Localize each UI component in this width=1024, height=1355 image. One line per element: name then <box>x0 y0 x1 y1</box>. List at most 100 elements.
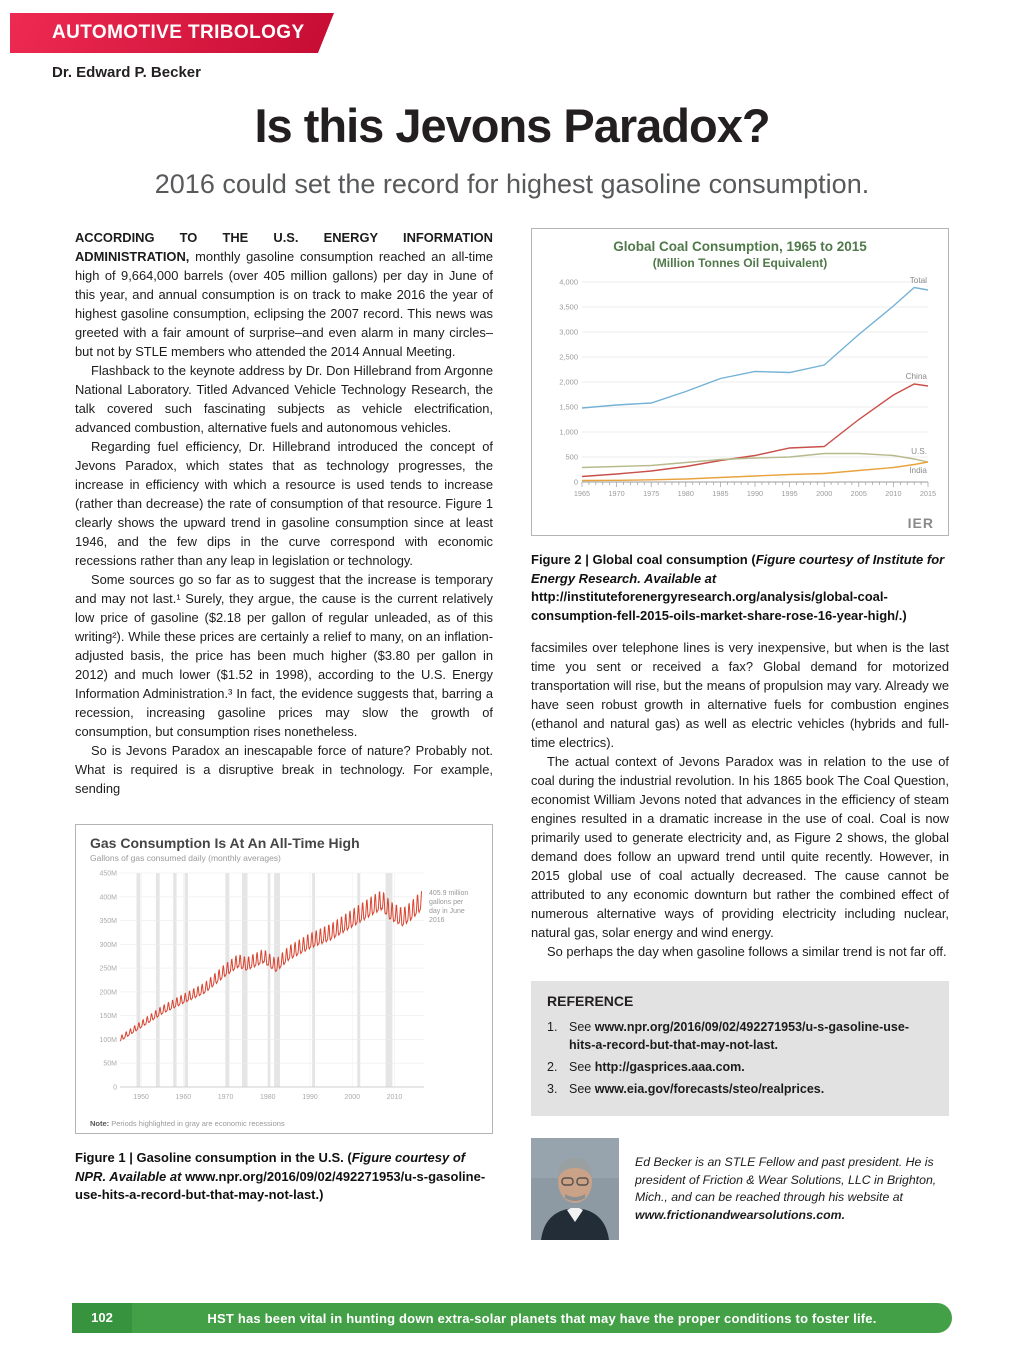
caption-segment: Figure courtesy of NPR. Available at <box>75 1150 466 1184</box>
svg-text:4,000: 4,000 <box>559 278 578 287</box>
caption-segment: http://instituteforenergyresearch.org/an… <box>531 589 899 623</box>
svg-text:1985: 1985 <box>712 489 728 498</box>
svg-text:500: 500 <box>565 453 578 462</box>
svg-text:Total: Total <box>910 276 927 285</box>
svg-text:2010: 2010 <box>885 489 901 498</box>
article-body-right: facsimiles over telephone lines is very … <box>531 638 949 961</box>
reference-item: 3. See www.eia.gov/forecasts/steo/realpri… <box>547 1080 933 1098</box>
coal-consumption-chart: 500 1,000 1,500 2,000 2,500 3,000 3,500 4,000 0 1… <box>538 270 942 515</box>
coal-chart-subtitle: (Million Tonnes Oil Equivalent) <box>652 256 828 270</box>
caption-segment: Figure 2 <box>531 552 582 567</box>
paragraph: ACCORDING TO THE U.S. ENERGY INFORMATION… <box>75 230 493 359</box>
reference-link: www.eia.gov/forecasts/steo/realprices. <box>594 1082 825 1096</box>
author-name: Dr. Edward P. Becker <box>52 64 201 81</box>
paragraph: Some sources go so far as to suggest tha… <box>75 572 493 739</box>
author-bio-text: Ed Becker is an STLE Fellow and past pre… <box>635 1138 949 1240</box>
svg-text:400M: 400M <box>99 894 117 901</box>
figure-1: Gas Consumption Is At An All-Time High G… <box>75 824 493 1134</box>
bio-body: Ed Becker is an STLE Fellow and past pre… <box>635 1155 937 1204</box>
svg-text:1980: 1980 <box>678 489 694 498</box>
svg-text:3,500: 3,500 <box>559 303 578 312</box>
reference-list: 1. See www.npr.org/2016/09/02/492271953/u… <box>547 1018 933 1098</box>
reference-box: REFERENCE 1. See www.npr.org/2016/09/02/4… <box>531 981 949 1116</box>
author-website: www.frictionandwearsolutions.com. <box>635 1207 845 1222</box>
reference-title: REFERENCE <box>547 993 634 1009</box>
reference-number: 2. <box>547 1060 558 1074</box>
caption-segment: Figure 1 <box>75 1150 126 1165</box>
svg-text:1,000: 1,000 <box>559 428 578 437</box>
caption-segment: .) <box>898 607 907 623</box>
svg-text:2005: 2005 <box>851 489 867 498</box>
author-bio: Ed Becker is an STLE Fellow and past pre… <box>531 1138 949 1240</box>
paragraph: So is Jevons Paradox an inescapable forc… <box>75 743 493 796</box>
paragraph: The actual context of Jevons Paradox was… <box>531 754 949 940</box>
caption-segment: .) <box>315 1187 324 1202</box>
svg-text:1980: 1980 <box>260 1094 276 1101</box>
svg-text:China: China <box>906 372 928 381</box>
chart-attribution: IER <box>907 515 934 531</box>
svg-text:2000: 2000 <box>344 1094 360 1101</box>
svg-text:2016: 2016 <box>429 917 445 924</box>
svg-text:3,000: 3,000 <box>559 328 578 337</box>
reference-text: See http://gasprices.aaa.com. <box>569 1060 745 1074</box>
paragraph: So perhaps the day when gasoline follows… <box>547 944 947 959</box>
svg-text:2,000: 2,000 <box>559 378 578 387</box>
svg-text:gallons per: gallons per <box>429 899 464 906</box>
svg-text:1970: 1970 <box>608 489 624 498</box>
paragraph: facsimiles over telephone lines is very … <box>531 640 949 750</box>
figure-2-caption: Figure 2 | Global coal consumption (Figu… <box>531 551 949 625</box>
reference-text: See www.npr.org/2016/09/02/492271953/u-s… <box>569 1020 909 1052</box>
svg-text:2015: 2015 <box>920 489 936 498</box>
reference-link: http://gasprices.aaa.com. <box>594 1060 745 1074</box>
article-subtitle: 2016 could set the record for highest ga… <box>154 169 870 199</box>
right-column: Global Coal Consumption, 1965 to 2015 (M… <box>531 228 949 1240</box>
gas-chart-subtitle: Gallons of gas consumed daily (monthly a… <box>90 853 281 863</box>
reference-number: 3. <box>547 1082 558 1096</box>
figure-2: Global Coal Consumption, 1965 to 2015 (M… <box>531 228 949 536</box>
svg-text:2000: 2000 <box>816 489 832 498</box>
svg-text:2,500: 2,500 <box>559 353 578 362</box>
author-photo <box>531 1138 619 1240</box>
reference-number: 1. <box>547 1020 558 1034</box>
gas-note-prefix: Note: <box>90 1119 110 1128</box>
svg-text:50M: 50M <box>103 1061 117 1068</box>
left-column: ACCORDING TO THE U.S. ENERGY INFORMATION… <box>75 228 493 1240</box>
svg-text:100M: 100M <box>99 1037 117 1044</box>
caption-segment: | <box>581 552 593 567</box>
svg-text:0: 0 <box>113 1085 117 1092</box>
reference-text: See www.eia.gov/forecasts/steo/realprice… <box>569 1082 825 1096</box>
svg-text:350M: 350M <box>99 918 117 925</box>
reference-item: 1. See www.npr.org/2016/09/02/492271953/u… <box>547 1018 933 1054</box>
reference-link: www.npr.org/2016/09/02/492271953/u-s-gas… <box>569 1020 909 1052</box>
gas-consumption-chart: 0 50M 100M 150M 200M 250M 300M 350M 400M 450M 1950… <box>84 863 484 1118</box>
svg-text:1975: 1975 <box>643 489 659 498</box>
svg-text:150M: 150M <box>99 1013 117 1020</box>
svg-text:2010: 2010 <box>387 1094 403 1101</box>
paragraph-lead: ACCORDING TO THE U.S. ENERGY INFORMATION… <box>75 230 493 264</box>
svg-text:450M: 450M <box>99 871 117 878</box>
svg-text:250M: 250M <box>99 966 117 973</box>
svg-text:1,500: 1,500 <box>559 403 578 412</box>
section-banner: AUTOMOTIVE TRIBOLOGY <box>10 13 334 53</box>
svg-text:1965: 1965 <box>574 489 590 498</box>
article-title: Is this Jevons Paradox? <box>254 99 770 152</box>
svg-text:1995: 1995 <box>781 489 797 498</box>
caption-segment: | <box>125 1150 137 1165</box>
footer-text: HST has been vital in hunting down extra… <box>207 1310 877 1326</box>
coal-chart-title: Global Coal Consumption, 1965 to 2015 <box>613 239 867 254</box>
svg-text:1960: 1960 <box>176 1094 192 1101</box>
svg-text:1970: 1970 <box>218 1094 234 1101</box>
paragraph: Flashback to the keynote address by Dr. … <box>75 363 493 435</box>
svg-text:0: 0 <box>574 478 578 487</box>
caption-segment: Global coal consumption ( <box>592 552 756 567</box>
article-body-left: ACCORDING TO THE U.S. ENERGY INFORMATION… <box>75 228 493 798</box>
caption-segment: Figure courtesy of Institute for Energy … <box>531 552 945 586</box>
gas-note-text: Periods highlighted in gray are economic… <box>109 1119 285 1128</box>
svg-text:day in June: day in June <box>429 908 465 915</box>
svg-text:405.9 million: 405.9 million <box>429 890 468 897</box>
page-number: 102 <box>72 1303 132 1333</box>
reference-item: 2. See http://gasprices.aaa.com. <box>547 1058 933 1076</box>
author-photo-illustration <box>531 1138 619 1240</box>
svg-text:200M: 200M <box>99 989 117 996</box>
svg-text:1950: 1950 <box>133 1094 149 1101</box>
